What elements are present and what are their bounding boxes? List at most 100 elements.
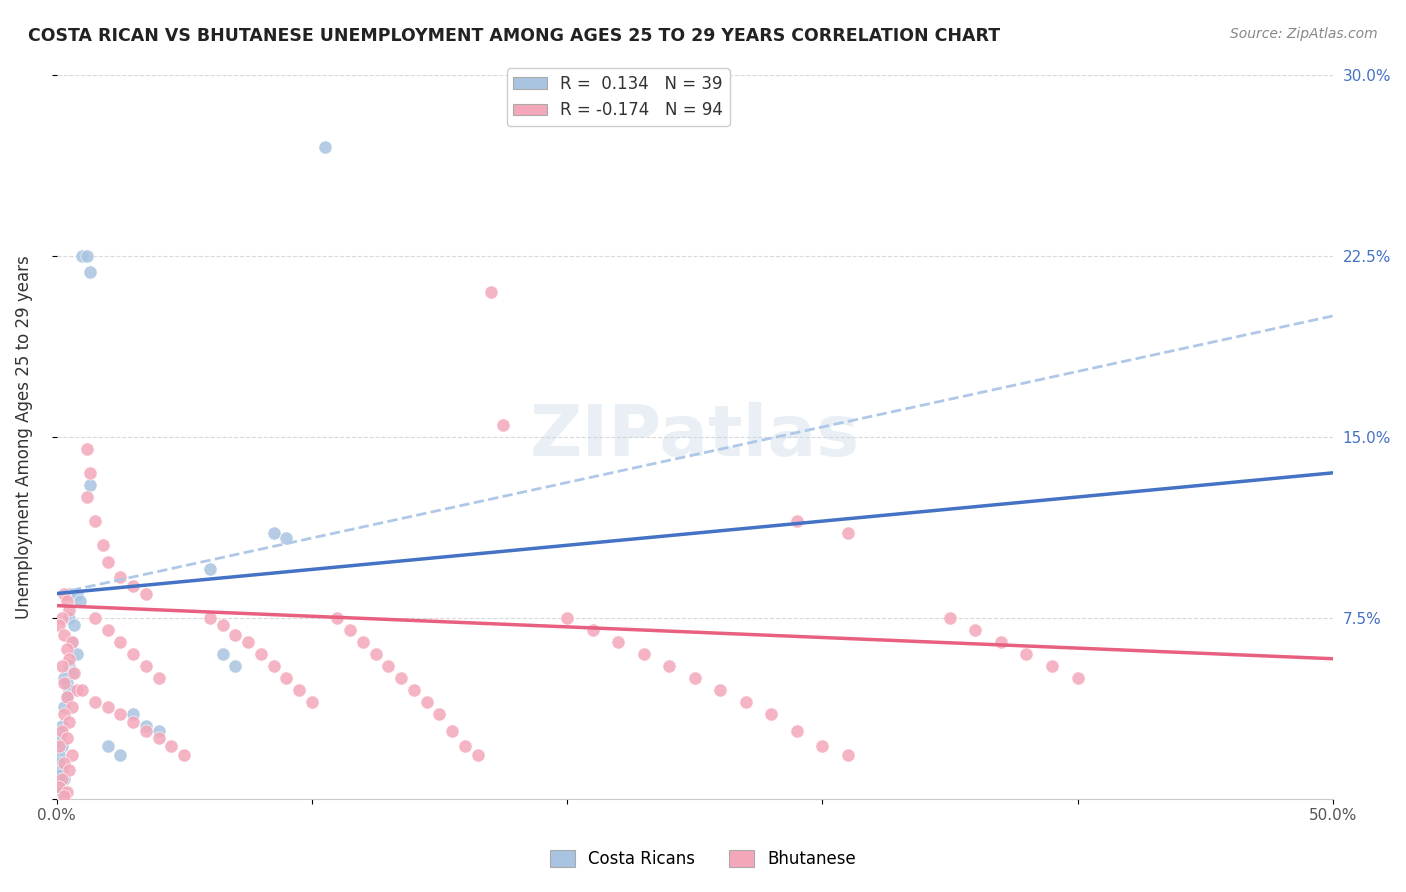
Point bbox=[683, 671, 706, 685]
Point bbox=[479, 285, 502, 299]
Point bbox=[60, 748, 83, 763]
Point bbox=[56, 731, 79, 746]
Point bbox=[51, 772, 73, 787]
Point bbox=[83, 695, 105, 709]
Point bbox=[236, 635, 259, 649]
Point bbox=[135, 719, 157, 733]
Point bbox=[60, 635, 83, 649]
Point bbox=[658, 659, 681, 673]
Point bbox=[51, 659, 73, 673]
Point bbox=[301, 695, 323, 709]
Point bbox=[53, 700, 76, 714]
Point bbox=[224, 627, 246, 641]
Point bbox=[97, 739, 120, 753]
Point bbox=[48, 731, 70, 746]
Point bbox=[48, 780, 70, 794]
Point bbox=[48, 767, 70, 781]
Point bbox=[56, 642, 79, 657]
Point bbox=[69, 594, 91, 608]
Point bbox=[51, 784, 73, 798]
Point bbox=[56, 784, 79, 798]
Point bbox=[53, 789, 76, 804]
Point bbox=[263, 659, 285, 673]
Point bbox=[173, 748, 195, 763]
Point bbox=[734, 695, 756, 709]
Point bbox=[263, 526, 285, 541]
Point bbox=[63, 666, 86, 681]
Point bbox=[58, 610, 80, 624]
Point bbox=[402, 683, 425, 698]
Point bbox=[1040, 659, 1063, 673]
Point bbox=[492, 417, 515, 432]
Point bbox=[148, 731, 170, 746]
Point bbox=[58, 714, 80, 729]
Point bbox=[122, 707, 145, 722]
Point bbox=[51, 724, 73, 739]
Legend: R =  0.134   N = 39, R = -0.174   N = 94: R = 0.134 N = 39, R = -0.174 N = 94 bbox=[506, 69, 730, 126]
Point bbox=[53, 676, 76, 690]
Point bbox=[990, 635, 1012, 649]
Point bbox=[60, 666, 83, 681]
Point bbox=[786, 514, 808, 528]
Point bbox=[709, 683, 731, 698]
Point bbox=[377, 659, 399, 673]
Point bbox=[79, 265, 101, 279]
Point bbox=[53, 627, 76, 641]
Point bbox=[53, 586, 76, 600]
Point bbox=[79, 478, 101, 492]
Point bbox=[76, 249, 98, 263]
Point bbox=[97, 623, 120, 637]
Point bbox=[66, 586, 89, 600]
Point bbox=[811, 739, 834, 753]
Point bbox=[60, 700, 83, 714]
Point bbox=[110, 707, 132, 722]
Point bbox=[249, 647, 271, 661]
Point bbox=[786, 724, 808, 739]
Point bbox=[48, 748, 70, 763]
Point bbox=[97, 555, 120, 569]
Point bbox=[160, 739, 183, 753]
Point bbox=[83, 610, 105, 624]
Point bbox=[135, 586, 157, 600]
Point bbox=[97, 700, 120, 714]
Point bbox=[53, 707, 76, 722]
Point bbox=[53, 772, 76, 787]
Point bbox=[48, 756, 70, 770]
Point bbox=[389, 671, 412, 685]
Point bbox=[122, 714, 145, 729]
Point bbox=[110, 569, 132, 583]
Point bbox=[1066, 671, 1088, 685]
Point bbox=[70, 249, 93, 263]
Point bbox=[837, 748, 859, 763]
Point bbox=[364, 647, 387, 661]
Point bbox=[135, 724, 157, 739]
Point bbox=[58, 683, 80, 698]
Point bbox=[76, 442, 98, 456]
Point bbox=[429, 707, 451, 722]
Point bbox=[761, 707, 783, 722]
Point bbox=[58, 763, 80, 777]
Point bbox=[211, 618, 233, 632]
Point bbox=[56, 690, 79, 705]
Point bbox=[276, 531, 298, 545]
Point bbox=[66, 647, 89, 661]
Point bbox=[555, 610, 578, 624]
Point bbox=[148, 724, 170, 739]
Point bbox=[965, 623, 987, 637]
Text: ZIPatlas: ZIPatlas bbox=[530, 402, 859, 471]
Point bbox=[48, 780, 70, 794]
Point bbox=[339, 623, 361, 637]
Legend: Costa Ricans, Bhutanese: Costa Ricans, Bhutanese bbox=[544, 843, 862, 875]
Point bbox=[48, 739, 70, 753]
Point bbox=[76, 490, 98, 504]
Point bbox=[110, 748, 132, 763]
Point bbox=[56, 690, 79, 705]
Point bbox=[60, 635, 83, 649]
Text: Source: ZipAtlas.com: Source: ZipAtlas.com bbox=[1230, 27, 1378, 41]
Point bbox=[48, 618, 70, 632]
Point bbox=[326, 610, 349, 624]
Point bbox=[224, 659, 246, 673]
Point bbox=[467, 748, 489, 763]
Point bbox=[198, 562, 221, 576]
Point bbox=[122, 579, 145, 593]
